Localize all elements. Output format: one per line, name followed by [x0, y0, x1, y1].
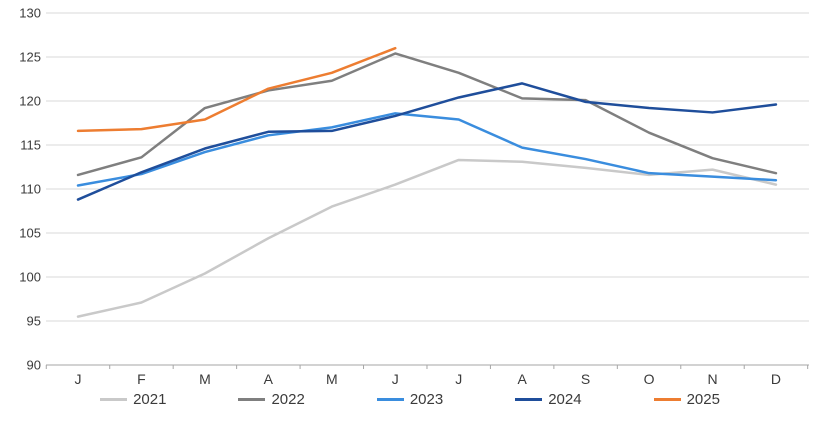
y-axis-label: 100: [19, 270, 41, 285]
x-axis-label: J: [455, 371, 462, 387]
x-axis-label: O: [644, 371, 655, 387]
x-axis-label: A: [264, 371, 274, 387]
legend-label: 2024: [548, 391, 582, 408]
y-axis-label: 110: [20, 182, 41, 197]
y-axis-label: 115: [20, 138, 41, 153]
x-axis-label: N: [707, 371, 717, 387]
x-axis-label: M: [199, 371, 211, 387]
y-axis-label: 125: [19, 50, 41, 65]
legend-item-2021: 2021: [100, 391, 166, 408]
y-axis-label: 90: [27, 358, 41, 373]
legend-swatch-2022: [238, 398, 266, 401]
legend-swatch-2024: [515, 398, 543, 401]
y-axis-label: 105: [19, 226, 41, 241]
legend-label: 2023: [409, 391, 444, 408]
legend-label: 2025: [686, 391, 720, 408]
x-axis-label: F: [137, 371, 146, 387]
legend-label: 2021: [133, 391, 167, 408]
legend-label: 2022: [271, 391, 305, 408]
legend-swatch-2025: [653, 398, 681, 401]
legend-item-2022: 2022: [238, 391, 305, 408]
series-line-2022: [76, 52, 778, 177]
y-axis-label: 120: [19, 94, 41, 109]
y-axis-label: 130: [19, 6, 41, 21]
legend-item-2024: 2024: [515, 391, 582, 408]
x-axis-label: D: [771, 371, 781, 387]
legend-item-2023: 2023: [376, 391, 444, 408]
chart-legend: 2021 2022 2023 2024 2025: [0, 391, 820, 408]
x-axis-label: S: [581, 371, 590, 387]
series-line-2021: [76, 158, 778, 318]
series-line-2024: [76, 82, 778, 201]
plot-area: 130 125 120 115 110 105 100 95 90 J F M A M J J A S O N D: [19, 6, 809, 387]
legend-item-2025: 2025: [653, 391, 720, 408]
series-line-2023: [76, 112, 778, 187]
series-line-2025: [76, 46, 397, 133]
x-axis-label: J: [392, 371, 399, 387]
x-axis-label: M: [326, 371, 338, 387]
legend-swatch-2021: [100, 398, 128, 401]
y-axis-label: 95: [27, 314, 41, 329]
x-axis-label: J: [75, 371, 82, 387]
legend-swatch-2023: [376, 398, 404, 401]
x-axis-label: A: [517, 371, 527, 387]
